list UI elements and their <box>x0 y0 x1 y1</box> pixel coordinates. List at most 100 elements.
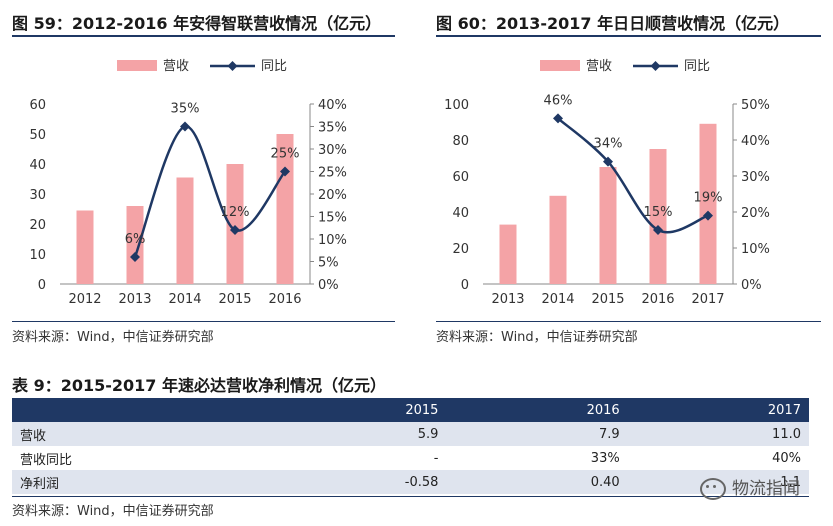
row-label: 营收 <box>12 422 264 446</box>
yoy-data-label: 6% <box>125 232 146 247</box>
y-left-tick-label: 10 <box>29 248 46 263</box>
right-chart-title: 图 60：2013-2017 年日日顺营收情况（亿元） <box>436 14 790 33</box>
yoy-point <box>130 252 140 262</box>
x-tick-label: 2012 <box>68 292 101 307</box>
y-left-tick-label: 60 <box>452 170 469 185</box>
revenue-bar <box>226 164 244 284</box>
x-tick-label: 2013 <box>118 292 151 307</box>
y-left-tick-label: 50 <box>29 128 46 143</box>
y-left-tick-label: 30 <box>29 188 46 203</box>
table-header-cell: 2017 <box>627 398 809 422</box>
revenue-table: 2015 2016 2017 营收 5.9 7.9 11.0 营收同比 - 33… <box>12 398 809 494</box>
x-tick-label: 2016 <box>268 292 301 307</box>
legend-label: 营收 <box>586 59 612 74</box>
yoy-point <box>230 225 240 235</box>
yoy-point <box>603 156 613 167</box>
x-tick-label: 2014 <box>168 292 201 307</box>
legend-label: 同比 <box>684 59 710 74</box>
wechat-icon <box>700 478 726 500</box>
revenue-bar <box>499 224 517 284</box>
x-tick-label: 2014 <box>541 292 574 307</box>
table-header-row: 2015 2016 2017 <box>12 398 809 422</box>
table-title: 表 9：2015-2017 年速必达营收净利情况（亿元） <box>12 376 386 395</box>
revenue-bar <box>649 149 667 284</box>
row-label: 净利润 <box>12 470 264 494</box>
y-left-tick-label: 60 <box>29 98 46 113</box>
table-header-cell <box>12 398 264 422</box>
table-cell: - <box>263 446 447 470</box>
table-header-cell: 2015 <box>263 398 447 422</box>
revenue-bar <box>176 177 194 284</box>
left-chart: 营收 同比 0 10 20 30 40 50 60 0% 5% 10% 15% 20% 25% 30% 35% 4… <box>29 59 347 307</box>
y-left-tick-label: 40 <box>29 158 46 173</box>
y-left-tick-label: 40 <box>452 206 469 221</box>
table-source: 资料来源：Wind，中信证券研究部 <box>12 504 214 519</box>
right-source: 资料来源：Wind，中信证券研究部 <box>436 330 638 345</box>
x-tick-label: 2015 <box>218 292 251 307</box>
row-label: 营收同比 <box>12 446 264 470</box>
table-row: 营收 5.9 7.9 11.0 <box>12 422 809 446</box>
left-source-rule <box>12 321 395 322</box>
legend-swatch-revenue <box>540 60 580 71</box>
yoy-point <box>703 210 713 221</box>
table-cell: -0.58 <box>263 470 447 494</box>
watermark: 物流指闻 <box>700 474 800 500</box>
right-title-rule <box>436 35 821 37</box>
x-tick-label: 2015 <box>591 292 624 307</box>
y-right-tick-label: 5% <box>318 256 339 271</box>
y-right-tick-label: 30% <box>318 143 347 158</box>
table-source-rule <box>12 496 809 497</box>
yoy-line <box>133 125 286 258</box>
yoy-data-label: 25% <box>271 147 300 162</box>
table-row: 净利润 -0.58 0.40 1.1 <box>12 470 809 494</box>
revenue-bar <box>599 167 617 284</box>
y-left-tick-label: 0 <box>38 278 46 293</box>
yoy-data-label: 15% <box>644 205 673 220</box>
table-row: 营收同比 - 33% 40% <box>12 446 809 470</box>
y-right-tick-label: 40% <box>318 98 347 113</box>
table-cell: 0.40 <box>446 470 628 494</box>
yoy-data-label: 12% <box>221 205 250 220</box>
y-right-tick-label: 0% <box>318 278 339 293</box>
yoy-point <box>280 166 290 177</box>
y-right-tick-label: 10% <box>741 242 770 257</box>
revenue-bar <box>76 210 94 284</box>
yoy-data-label: 34% <box>594 137 623 152</box>
table-cell: 40% <box>627 446 809 470</box>
y-right-tick-label: 35% <box>318 121 347 136</box>
y-left-tick-label: 80 <box>452 134 469 149</box>
y-left-tick-label: 20 <box>29 218 46 233</box>
table-cell: 33% <box>446 446 628 470</box>
revenue-bar <box>699 123 717 284</box>
table-cell: 11.0 <box>627 422 809 446</box>
y-left-tick-label: 0 <box>461 278 469 293</box>
legend-swatch-revenue <box>117 60 157 71</box>
y-right-tick-label: 10% <box>318 233 347 248</box>
yoy-point <box>553 113 563 124</box>
y-right-tick-label: 0% <box>741 278 762 293</box>
legend-label: 营收 <box>163 59 189 74</box>
revenue-bar <box>126 206 144 284</box>
yoy-point <box>653 225 663 235</box>
x-tick-label: 2013 <box>491 292 524 307</box>
y-right-tick-label: 20% <box>318 188 347 203</box>
left-source: 资料来源：Wind，中信证券研究部 <box>12 330 214 345</box>
y-right-tick-label: 15% <box>318 211 347 226</box>
right-source-rule <box>436 321 821 322</box>
yoy-line <box>557 117 709 234</box>
y-right-tick-label: 50% <box>741 98 770 113</box>
y-right-tick-label: 20% <box>741 206 770 221</box>
table-cell: 5.9 <box>263 422 447 446</box>
y-right-tick-label: 25% <box>318 166 347 181</box>
revenue-bar <box>549 195 567 284</box>
y-left-tick-label: 20 <box>452 242 469 257</box>
table-cell: 7.9 <box>446 422 628 446</box>
left-title-rule <box>12 35 395 37</box>
y-right-tick-label: 40% <box>741 134 770 149</box>
x-tick-label: 2016 <box>641 292 674 307</box>
x-tick-label: 2017 <box>691 292 724 307</box>
legend-marker-yoy <box>650 61 661 71</box>
watermark-text: 物流指闻 <box>732 479 800 499</box>
table-header-cell: 2016 <box>446 398 628 422</box>
right-chart: 营收 同比 0 20 40 60 80 100 0% 10% 20% 30% 40% 50% 2013 201… <box>444 59 770 307</box>
